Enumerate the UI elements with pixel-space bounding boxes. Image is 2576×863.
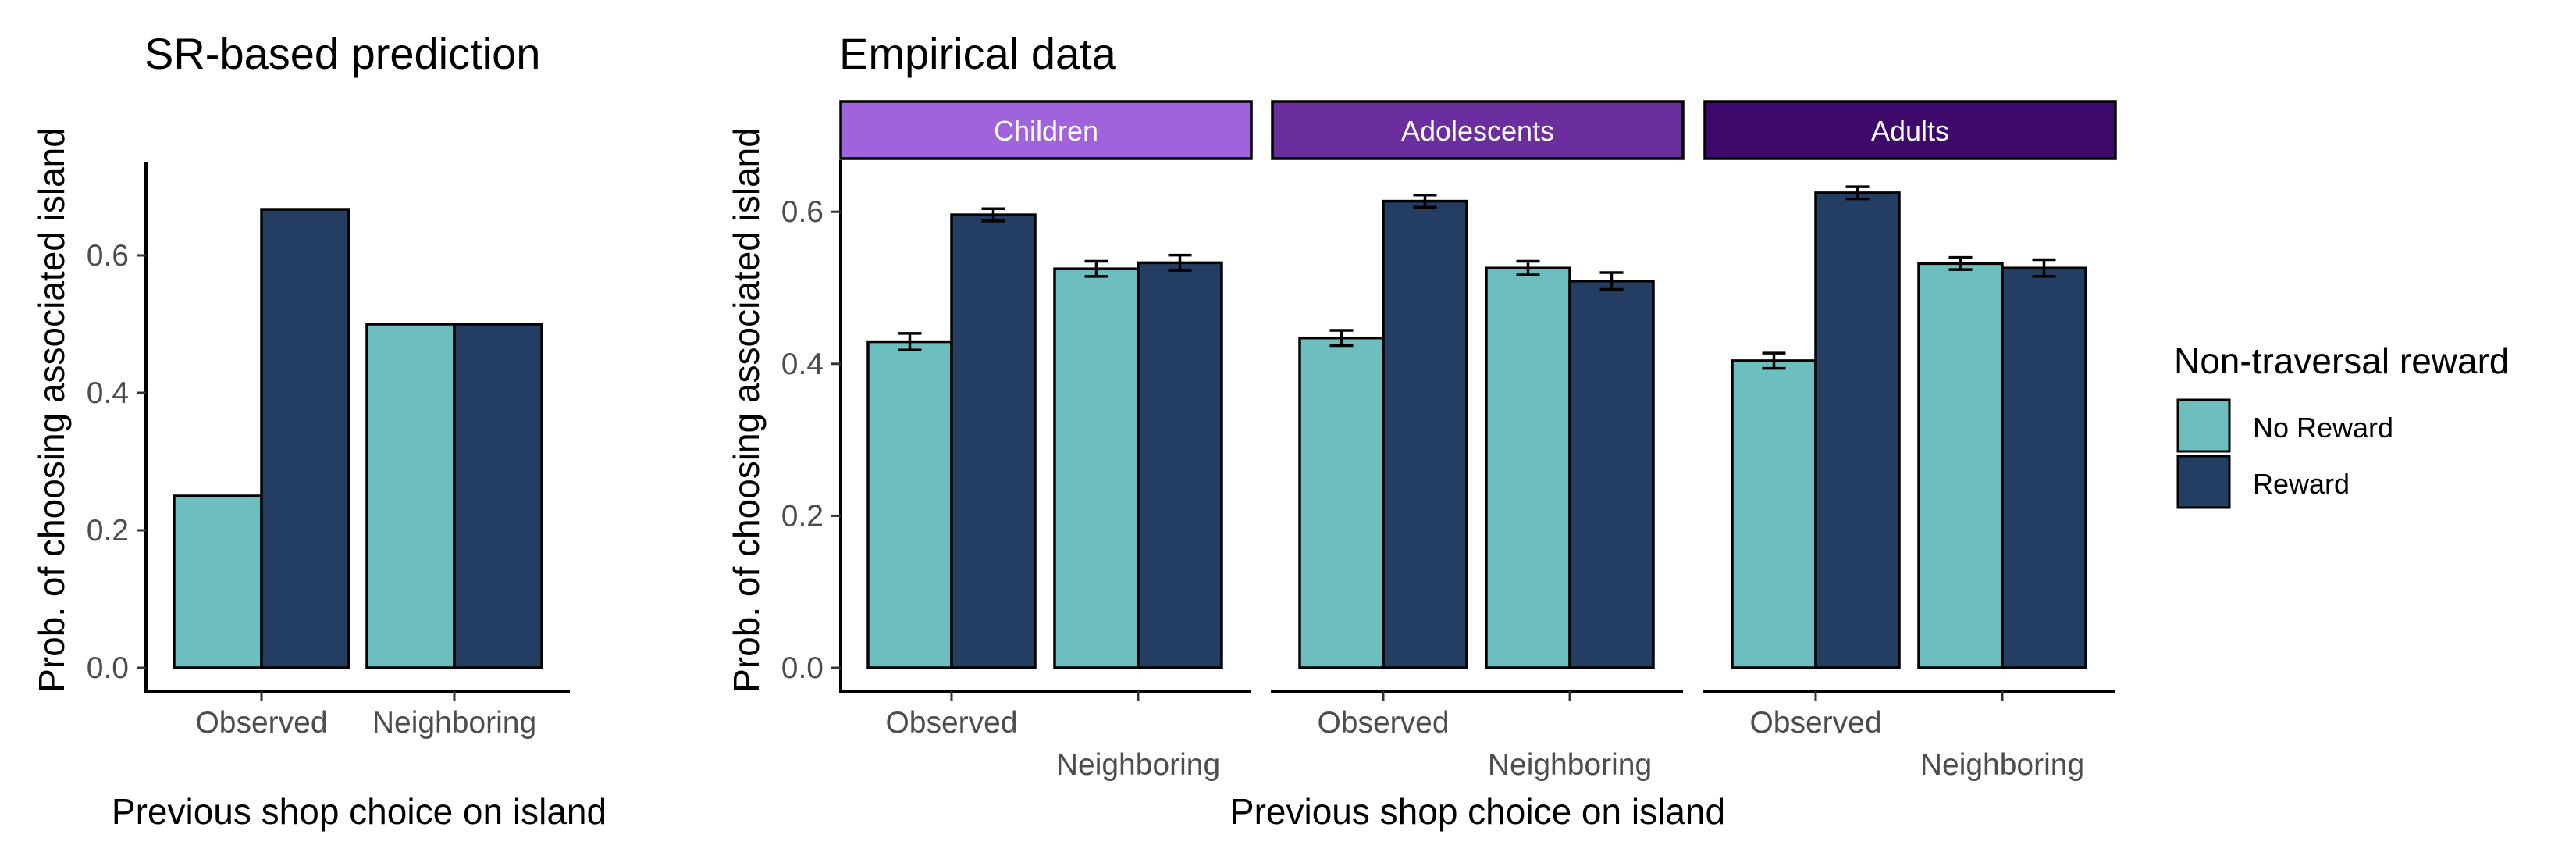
bar-adolescents-neighboring-reward <box>1568 279 1655 669</box>
legend: Non-traversal reward No Reward Reward <box>2174 341 2509 509</box>
sr-prediction-plot: 0.0 0.2 0.4 0.6 Observed Neighboring <box>87 162 570 740</box>
facet-x-tick-label-observed: Observed <box>1317 706 1449 740</box>
sr-x-axis-label: Previous shop choice on island <box>112 791 607 832</box>
bar-adolescents-observed-no-reward <box>1298 336 1385 669</box>
empirical-y-tick-label: 0.6 <box>781 195 824 229</box>
legend-swatch-no-reward <box>2176 398 2231 453</box>
bar-children-observed-no-reward <box>866 340 953 669</box>
facet-strip-label-children: Children <box>994 115 1098 147</box>
bar-adults-observed-no-reward <box>1731 359 1817 669</box>
empirical-y-tick-label: 0.0 <box>781 651 824 685</box>
sr-bar-neighboring-no-reward <box>365 323 456 669</box>
sr-y-tick-label: 0.2 <box>87 514 129 547</box>
sr-y-tick-label: 0.0 <box>87 651 129 685</box>
legend-swatch-reward <box>2176 455 2231 509</box>
bar-adults-neighboring-no-reward <box>1917 262 2004 669</box>
facet-x-tick-label-neighboring: Neighboring <box>1488 748 1652 782</box>
empirical-data-plot: 0.0 0.2 0.4 0.6 Children Observed Neighboring A… <box>781 100 2117 782</box>
facet-x-tick-label-neighboring: Neighboring <box>1920 748 2084 782</box>
sr-bar-neighboring-reward <box>453 323 543 669</box>
bar-children-observed-reward <box>950 213 1037 669</box>
sr-y-tick-label: 0.4 <box>87 376 129 410</box>
legend-label-reward: Reward <box>2253 468 2350 500</box>
empirical-y-axis-label: Prob. of choosing associated island <box>726 127 767 693</box>
facet-strip-adults <box>1703 100 2117 160</box>
legend-title: Non-traversal reward <box>2174 341 2509 381</box>
facet-strip-adolescents <box>1271 100 1685 160</box>
sr-x-tick-label-neighboring: Neighboring <box>372 706 536 740</box>
facet-x-tick-label-observed: Observed <box>885 706 1017 740</box>
facet-x-tick-label-neighboring: Neighboring <box>1056 748 1220 782</box>
sr-prediction-title: SR-based prediction <box>144 29 540 78</box>
sr-bar-observed-reward <box>260 208 350 669</box>
facet-strip-children <box>839 100 1253 160</box>
empirical-y-tick-label: 0.2 <box>781 499 824 533</box>
empirical-data-title: Empirical data <box>839 29 1117 78</box>
empirical-x-axis-label: Previous shop choice on island <box>1230 791 1725 832</box>
sr-y-tick-label: 0.6 <box>87 239 129 273</box>
bar-adults-neighboring-reward <box>2001 266 2087 669</box>
bar-children-neighboring-reward <box>1137 261 1223 669</box>
sr-x-tick-label-observed: Observed <box>195 706 327 740</box>
empirical-y-tick-label: 0.4 <box>781 348 824 381</box>
bar-adolescents-neighboring-no-reward <box>1485 266 1571 669</box>
facet-strip-label-adults: Adults <box>1871 115 1949 147</box>
bar-adults-observed-reward <box>1814 191 1901 669</box>
facet-x-tick-label-observed: Observed <box>1749 706 1881 740</box>
bar-children-neighboring-no-reward <box>1053 267 1140 669</box>
sr-bar-observed-no-reward <box>173 494 263 669</box>
bar-adolescents-observed-reward <box>1382 199 1468 669</box>
legend-label-no-reward: No Reward <box>2253 412 2393 444</box>
facet-strip-label-adolescents: Adolescents <box>1401 115 1554 147</box>
sr-y-axis-label: Prob. of choosing associated island <box>31 127 72 693</box>
